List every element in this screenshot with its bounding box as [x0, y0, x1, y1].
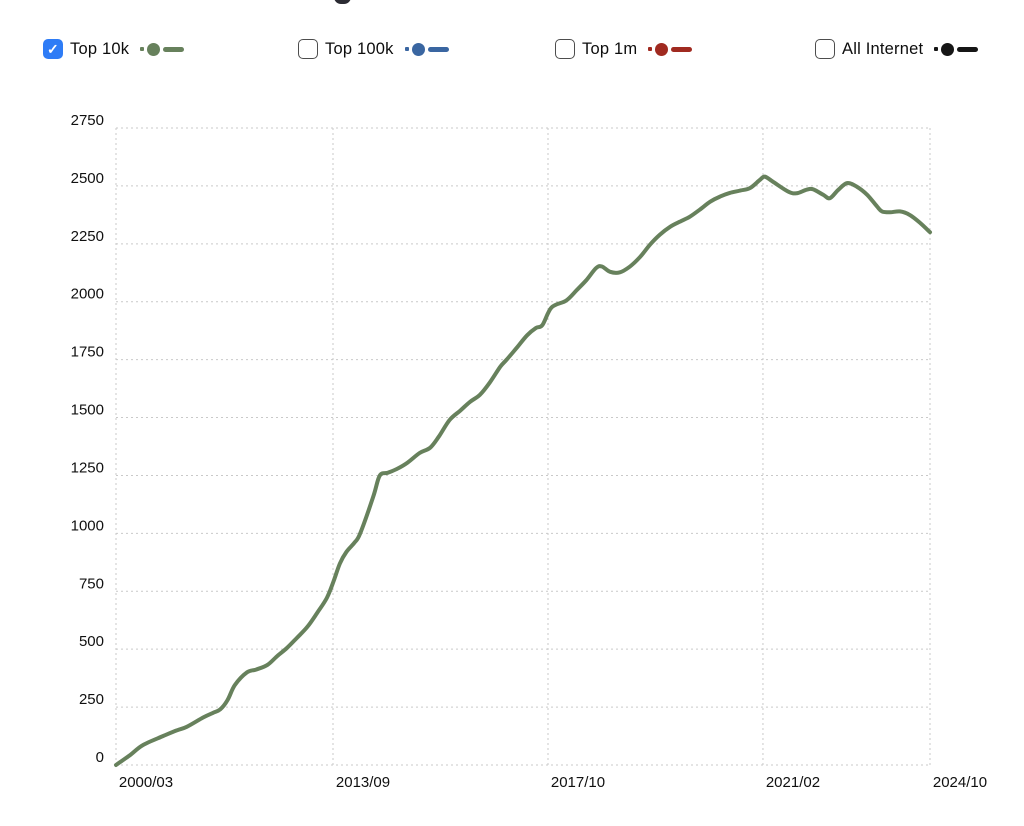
- marker-dash-icon: [671, 46, 693, 52]
- marker-sq-icon: [934, 47, 939, 51]
- cropped-title-fragment: [334, 0, 351, 4]
- series-style-marker-icon: [648, 42, 693, 56]
- legend-item-all-internet[interactable]: All Internet: [815, 39, 979, 59]
- legend-item-top-1m[interactable]: Top 1m: [555, 39, 693, 59]
- series-style-marker-icon: [934, 42, 979, 56]
- legend-item-label: Top 10k: [70, 39, 130, 58]
- marker-dash-icon: [163, 46, 185, 52]
- y-tick-label: 500: [79, 633, 104, 650]
- x-tick-label: 2013/09: [336, 774, 390, 791]
- y-tick-label: 750: [79, 575, 104, 592]
- y-tick-label: 1750: [71, 344, 104, 361]
- y-tick-label: 2750: [71, 112, 104, 129]
- legend-item-label: All Internet: [842, 39, 924, 58]
- checkbox-unchecked-icon[interactable]: [815, 39, 835, 59]
- x-tick-label: 2024/10: [933, 774, 987, 791]
- series-line-top-10k: [114, 174, 932, 767]
- y-tick-label: 2250: [71, 228, 104, 245]
- series-style-marker-icon: [140, 42, 185, 56]
- marker-dash-icon: [427, 46, 449, 52]
- legend-item-top-10k[interactable]: ✓ Top 10k: [43, 39, 185, 59]
- checkbox-checked-icon[interactable]: ✓: [43, 39, 63, 59]
- y-tick-label: 2500: [71, 170, 104, 187]
- checkbox-unchecked-icon[interactable]: [555, 39, 575, 59]
- y-tick-label: 1250: [71, 459, 104, 476]
- x-tick-label: 2017/10: [551, 774, 605, 791]
- y-tick-label: 1500: [71, 402, 104, 419]
- series-style-marker-icon: [404, 42, 449, 56]
- marker-sq-icon: [404, 47, 409, 51]
- x-tick-label: 2021/02: [766, 774, 820, 791]
- checkbox-unchecked-icon[interactable]: [298, 39, 318, 59]
- y-tick-label: 2000: [71, 286, 104, 303]
- marker-dot-icon: [411, 42, 425, 56]
- legend-item-label: Top 100k: [325, 39, 394, 58]
- x-tick-label: 2000/03: [119, 774, 173, 791]
- marker-dot-icon: [655, 42, 669, 56]
- legend-item-label: Top 1m: [582, 39, 638, 58]
- marker-dash-icon: [957, 46, 979, 52]
- marker-sq-icon: [648, 47, 653, 51]
- y-tick-label: 1000: [71, 517, 104, 534]
- legend-item-top-100k[interactable]: Top 100k: [298, 39, 449, 59]
- marker-dot-icon: [941, 42, 955, 56]
- y-tick-label: 250: [79, 691, 104, 708]
- marker-dot-icon: [147, 42, 161, 56]
- marker-sq-icon: [140, 47, 145, 51]
- legend: ✓ Top 10k Top 100k Top 1m All Internet: [0, 0, 1024, 70]
- y-tick-label: 0: [96, 749, 104, 766]
